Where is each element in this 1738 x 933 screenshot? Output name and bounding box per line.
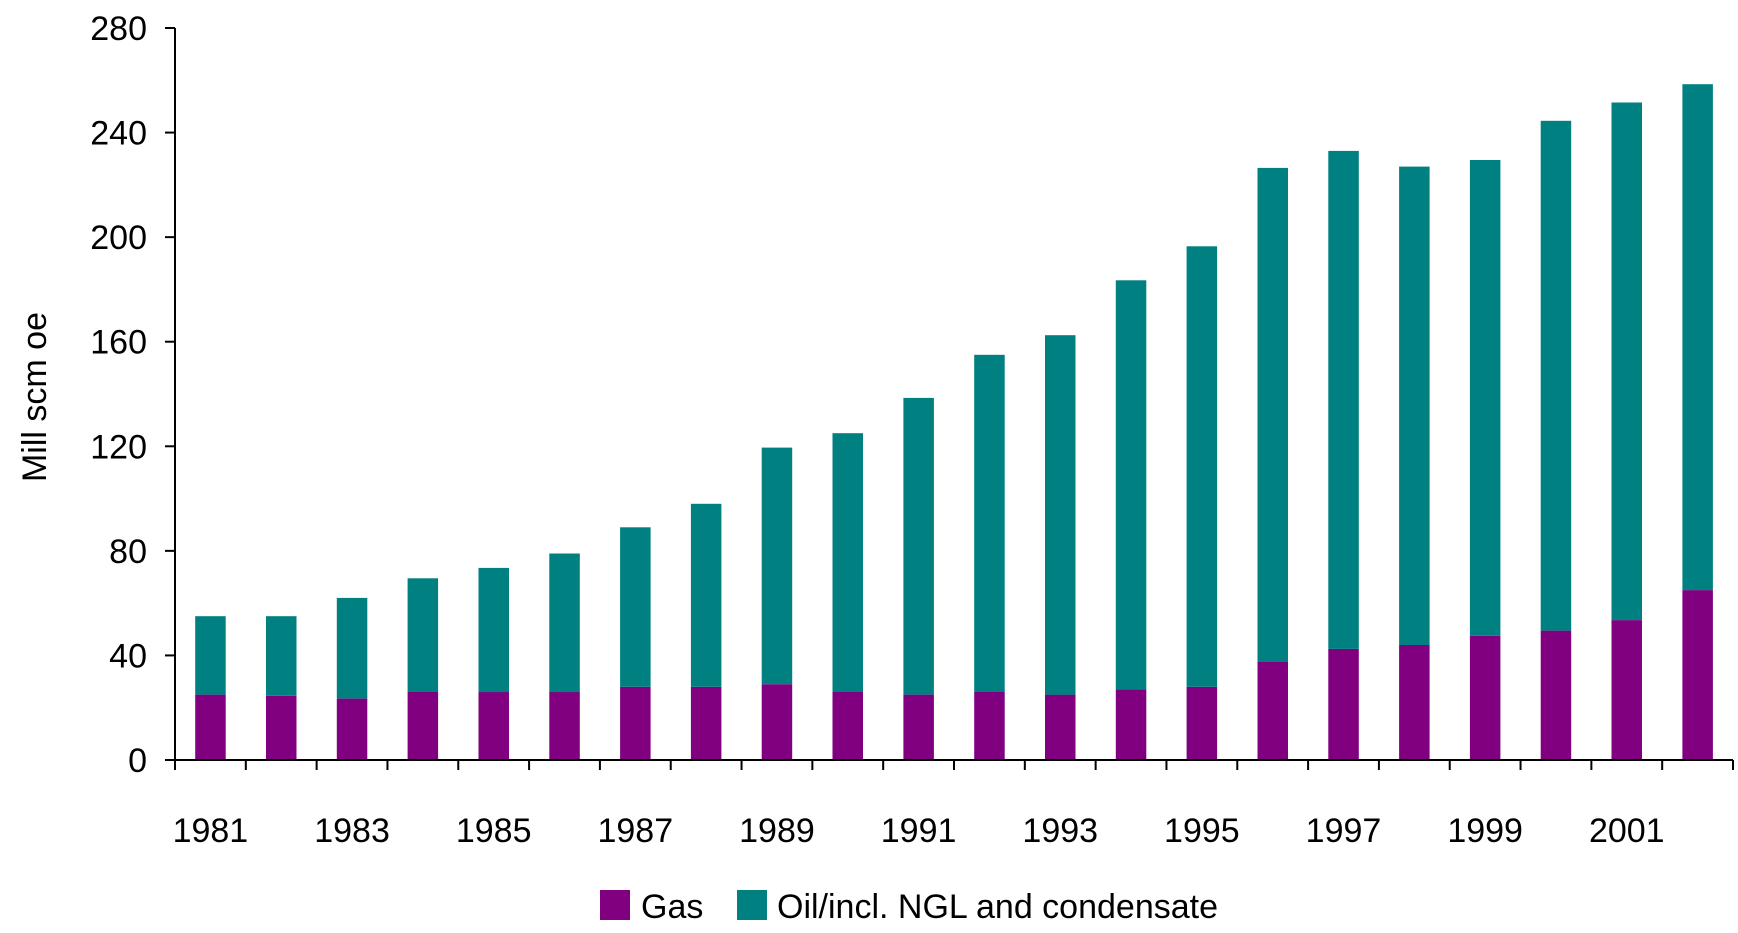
- y-tick-label: 160: [90, 324, 147, 362]
- bar-gas-1994: [1115, 689, 1147, 760]
- y-axis-title: Mill scm oe: [16, 312, 54, 482]
- bar-gas-1991: [903, 694, 934, 760]
- bars-layer: [195, 84, 1713, 760]
- bar-oil-1998: [1399, 166, 1430, 645]
- bar-oil-1987: [620, 527, 651, 687]
- bar-gas-1989: [761, 684, 793, 760]
- x-tick-label: 2001: [1589, 812, 1665, 850]
- y-tick-label: 40: [109, 637, 147, 675]
- y-tick-labels: 0 40 80 120 160 200 240 280: [90, 10, 147, 780]
- y-tick-label: 240: [90, 115, 147, 153]
- bar-gas-2001: [1611, 620, 1642, 760]
- bar-oil-1989: [761, 447, 793, 685]
- bar-gas-1992: [974, 692, 1005, 760]
- x-tick-label: 1989: [739, 812, 815, 850]
- x-tick-label: 1991: [881, 812, 957, 850]
- bar-oil-1999: [1469, 160, 1501, 636]
- bar-gas-1993: [1045, 694, 1076, 760]
- bar-oil-1982: [266, 616, 297, 696]
- y-tick-label: 280: [90, 10, 147, 48]
- bar-oil-2001: [1611, 102, 1642, 621]
- x-tick-label: 1987: [597, 812, 673, 850]
- bar-gas-1999: [1469, 635, 1501, 760]
- bar-oil-1986: [549, 553, 580, 693]
- bar-oil-1981: [195, 616, 226, 695]
- bar-gas-1986: [549, 692, 580, 760]
- bar-oil-1985: [478, 567, 509, 693]
- bar-gas-1995: [1186, 686, 1218, 760]
- bar-oil-1993: [1045, 335, 1076, 695]
- bar-gas-1998: [1399, 645, 1430, 760]
- x-tick-label: 1983: [314, 812, 390, 850]
- x-tick-label: 1995: [1164, 812, 1240, 850]
- bar-gas-1985: [478, 692, 509, 760]
- y-tick-label: 200: [90, 219, 147, 257]
- legend: Gas Oil/incl. NGL and condensate: [600, 888, 1218, 926]
- bar-oil-1984: [407, 578, 439, 692]
- bar-gas-1988: [690, 686, 722, 760]
- bar-gas-2000: [1540, 630, 1572, 760]
- bar-gas-1984: [407, 692, 439, 760]
- bar-gas-1983: [336, 698, 368, 760]
- legend-label-oil: Oil/incl. NGL and condensate: [777, 888, 1218, 926]
- x-tick-label: 1993: [1022, 812, 1098, 850]
- bar-oil-1991: [903, 397, 934, 695]
- bar-gas-1987: [620, 686, 651, 760]
- bar-oil-2002: [1682, 84, 1713, 591]
- bar-oil-1988: [690, 503, 722, 687]
- x-tick-labels: 1981 1983 1985 1987 1989 1991 1993 1995 1997 1999…: [173, 812, 1665, 850]
- bar-oil-1994: [1115, 280, 1147, 690]
- bar-oil-1983: [336, 597, 368, 699]
- x-tick-label: 1985: [456, 812, 532, 850]
- bar-oil-1990: [832, 433, 863, 692]
- axes-layer: [165, 27, 1734, 770]
- bar-gas-1996: [1257, 662, 1288, 760]
- bar-oil-2000: [1540, 120, 1572, 631]
- y-tick-label: 80: [109, 533, 147, 571]
- legend-label-gas: Gas: [641, 888, 703, 926]
- x-tick-label: 1981: [173, 812, 249, 850]
- bar-gas-1997: [1328, 648, 1359, 760]
- bar-oil-1992: [974, 354, 1005, 692]
- bar-gas-1981: [195, 694, 226, 760]
- bar-gas-1990: [832, 692, 863, 760]
- bar-oil-1996: [1257, 167, 1288, 662]
- x-tick-label: 1999: [1447, 812, 1523, 850]
- legend-swatch-gas: [600, 890, 630, 920]
- y-tick-label: 120: [90, 428, 147, 466]
- bar-gas-1982: [266, 696, 297, 760]
- bar-oil-1995: [1186, 246, 1218, 687]
- x-tick-label: 1997: [1306, 812, 1382, 850]
- legend-swatch-oil: [737, 890, 767, 920]
- y-tick-label: 0: [128, 742, 147, 780]
- bar-oil-1997: [1328, 150, 1359, 649]
- bar-gas-2002: [1682, 590, 1713, 760]
